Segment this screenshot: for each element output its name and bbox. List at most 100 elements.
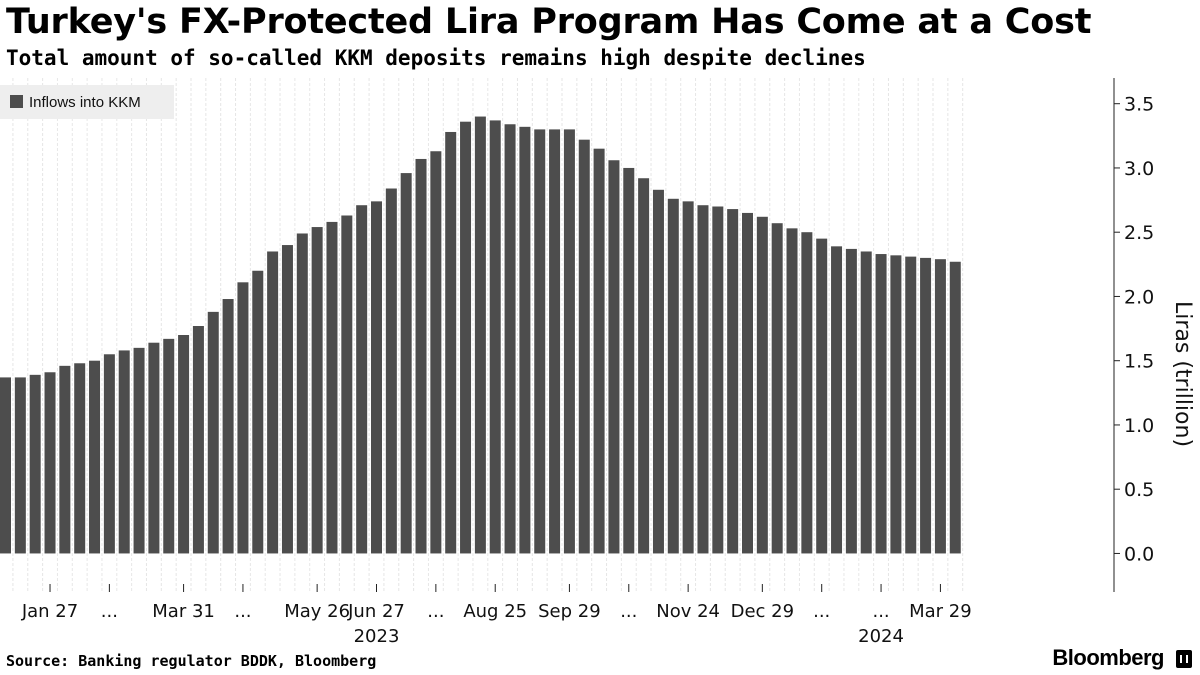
- bar: [178, 335, 190, 554]
- bar: [281, 245, 293, 554]
- bar: [712, 206, 724, 554]
- bar: [44, 372, 56, 554]
- bar: [667, 198, 679, 554]
- bar: [252, 270, 264, 554]
- x-year-label: 2024: [858, 626, 904, 647]
- bar: [148, 342, 160, 554]
- bar: [801, 232, 813, 554]
- x-tick-label: Jun 27: [347, 601, 405, 622]
- bar: [59, 365, 71, 554]
- x-tick-label: Mar 31: [152, 601, 215, 622]
- bar: [296, 233, 308, 554]
- bar: [385, 188, 397, 554]
- bar: [742, 212, 753, 554]
- x-tick-label: Aug 25: [463, 601, 527, 622]
- x-year-label: 2023: [354, 626, 400, 647]
- x-tick-label: ...: [872, 601, 889, 622]
- bar: [504, 124, 516, 554]
- bar: [118, 350, 130, 554]
- bar: [623, 167, 635, 554]
- bar: [474, 116, 486, 554]
- bar: [563, 129, 575, 554]
- bar: [890, 255, 902, 554]
- bar: [519, 126, 531, 554]
- bar: [74, 363, 86, 554]
- bloomberg-logo: Bloomberg: [1052, 645, 1164, 670]
- bar: [697, 205, 709, 554]
- chart-title: Turkey's FX-Protected Lira Program Has C…: [6, 2, 1092, 42]
- y-axis-title: Liras (trillion): [1170, 301, 1195, 447]
- bar: [29, 374, 41, 554]
- bar: [949, 261, 961, 554]
- legend-background: [0, 85, 174, 119]
- bar: [430, 151, 442, 554]
- y-tick-label: 3.5: [1124, 94, 1154, 116]
- y-axis: 0.0 0.5 1.0 1.5 2.0 2.5 3.0 3.5: [1113, 78, 1154, 592]
- bar: [549, 129, 561, 554]
- bar: [816, 238, 828, 554]
- bar: [415, 158, 427, 554]
- bar: [831, 246, 843, 554]
- bar: [638, 178, 650, 554]
- bar: [934, 259, 946, 554]
- bar: [920, 257, 932, 554]
- bar: [756, 216, 768, 554]
- bar: [578, 139, 590, 554]
- x-tick-label: Dec 29: [731, 601, 794, 622]
- y-tick-label: 2.0: [1124, 286, 1154, 308]
- y-tick-label: 3.0: [1124, 158, 1154, 180]
- legend-swatch: [10, 95, 23, 108]
- bar: [845, 248, 857, 554]
- x-tick-label: ...: [813, 601, 830, 622]
- bar: [608, 160, 620, 554]
- y-tick-label: 1.5: [1124, 351, 1154, 373]
- bar: [103, 354, 115, 554]
- bar: [0, 377, 11, 554]
- bar: [445, 131, 457, 554]
- bar: [905, 256, 917, 554]
- bar: [14, 377, 26, 554]
- bar: [89, 360, 101, 554]
- gridlines: [12, 78, 964, 592]
- bar: [489, 120, 501, 554]
- bloomberg-icon: [1176, 650, 1192, 668]
- y-tick-label: 0.0: [1124, 543, 1154, 565]
- bar: [460, 121, 472, 554]
- bar: [267, 251, 279, 554]
- bar: [341, 215, 353, 554]
- bar: [771, 223, 783, 554]
- bar: [222, 299, 234, 554]
- bar: [237, 282, 249, 554]
- bar: [163, 338, 175, 554]
- x-tick-label: Nov 24: [656, 601, 720, 622]
- bar: [875, 254, 887, 554]
- bar: [400, 173, 412, 554]
- legend-label: Inflows into KKM: [29, 94, 141, 111]
- bar: [192, 326, 204, 554]
- x-tick-label: ...: [620, 601, 637, 622]
- x-tick-label: Sep 29: [538, 601, 601, 622]
- bar: [593, 148, 605, 554]
- x-tick-label: May 26: [284, 601, 350, 622]
- bar: [682, 201, 694, 554]
- x-tick-label: ...: [427, 601, 444, 622]
- chart-subtitle: Total amount of so-called KKM deposits r…: [6, 46, 866, 70]
- bar: [356, 205, 368, 554]
- bar: [860, 251, 872, 554]
- bar: [311, 227, 323, 554]
- x-tick-label: ...: [234, 601, 251, 622]
- bar: [534, 129, 546, 554]
- bar-chart: 0.0 0.5 1.0 1.5 2.0 2.5 3.0 3.5 Jan 27... Mar 31…: [0, 78, 1195, 647]
- source-note: Source: Banking regulator BDDK, Bloomber…: [6, 652, 377, 670]
- x-tick-label: Jan 27: [21, 601, 78, 622]
- x-tick-label: Mar 29: [909, 601, 972, 622]
- bar-series: [0, 116, 961, 554]
- bar: [727, 209, 739, 554]
- bar: [786, 228, 798, 554]
- legend: Inflows into KKM: [0, 85, 174, 119]
- bar: [207, 311, 219, 554]
- y-tick-label: 0.5: [1124, 479, 1154, 501]
- y-tick-label: 1.0: [1124, 415, 1154, 437]
- bar: [133, 347, 145, 554]
